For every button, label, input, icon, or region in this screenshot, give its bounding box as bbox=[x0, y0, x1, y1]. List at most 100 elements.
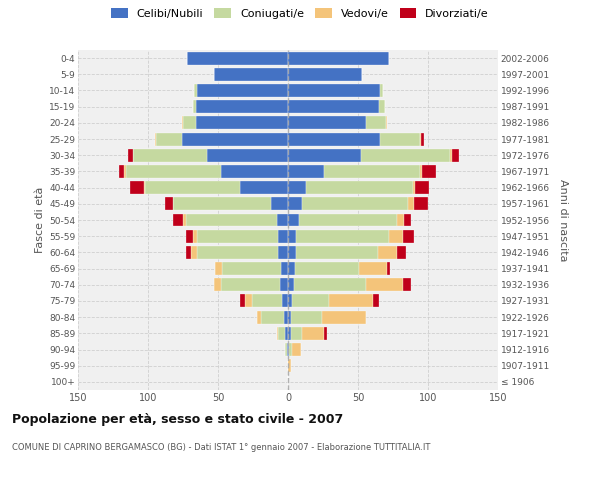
Bar bbox=[389, 230, 403, 242]
Bar bbox=[157, 132, 182, 145]
Bar bbox=[329, 294, 373, 308]
Bar bbox=[285, 327, 288, 340]
Text: COMUNE DI CAPRINO BERGAMASCO (BG) - Dati ISTAT 1° gennaio 2007 - Elaborazione TU: COMUNE DI CAPRINO BERGAMASCO (BG) - Dati… bbox=[12, 442, 430, 452]
Bar bbox=[183, 214, 186, 226]
Bar bbox=[288, 327, 291, 340]
Bar bbox=[288, 262, 295, 275]
Bar bbox=[281, 262, 288, 275]
Bar bbox=[165, 198, 173, 210]
Bar bbox=[380, 84, 383, 97]
Bar bbox=[194, 84, 197, 97]
Bar bbox=[325, 327, 327, 340]
Bar bbox=[288, 246, 296, 259]
Bar bbox=[291, 310, 322, 324]
Bar bbox=[193, 230, 197, 242]
Bar bbox=[325, 165, 419, 178]
Bar bbox=[183, 116, 196, 130]
Bar bbox=[404, 214, 411, 226]
Bar bbox=[419, 132, 421, 145]
Bar bbox=[182, 132, 288, 145]
Bar bbox=[119, 165, 124, 178]
Bar bbox=[196, 116, 288, 130]
Bar bbox=[214, 68, 288, 81]
Bar bbox=[293, 278, 367, 291]
Bar bbox=[403, 230, 414, 242]
Bar bbox=[124, 165, 125, 178]
Bar bbox=[388, 262, 390, 275]
Bar bbox=[196, 100, 288, 113]
Bar bbox=[397, 214, 404, 226]
Bar bbox=[277, 327, 278, 340]
Bar bbox=[296, 230, 389, 242]
Bar bbox=[241, 294, 245, 308]
Bar bbox=[221, 278, 280, 291]
Bar bbox=[288, 214, 299, 226]
Bar bbox=[173, 214, 183, 226]
Bar bbox=[186, 214, 277, 226]
Bar bbox=[215, 262, 222, 275]
Bar bbox=[222, 262, 281, 275]
Bar bbox=[288, 278, 293, 291]
Bar bbox=[403, 278, 411, 291]
Bar bbox=[277, 214, 288, 226]
Bar bbox=[245, 294, 251, 308]
Bar bbox=[413, 181, 415, 194]
Bar bbox=[193, 100, 196, 113]
Bar bbox=[422, 165, 436, 178]
Bar bbox=[186, 246, 191, 259]
Bar bbox=[278, 230, 288, 242]
Bar bbox=[257, 310, 262, 324]
Bar bbox=[367, 278, 403, 291]
Bar bbox=[197, 84, 288, 97]
Bar bbox=[278, 246, 288, 259]
Bar bbox=[419, 165, 422, 178]
Bar bbox=[288, 343, 289, 356]
Bar bbox=[145, 181, 241, 194]
Bar bbox=[452, 149, 459, 162]
Bar bbox=[421, 132, 424, 145]
Bar bbox=[288, 230, 296, 242]
Bar bbox=[283, 294, 288, 308]
Bar bbox=[288, 359, 291, 372]
Bar bbox=[296, 246, 377, 259]
Bar bbox=[133, 149, 207, 162]
Bar bbox=[125, 165, 221, 178]
Bar bbox=[187, 52, 288, 64]
Bar bbox=[197, 230, 278, 242]
Bar bbox=[299, 214, 397, 226]
Bar bbox=[414, 198, 428, 210]
Bar bbox=[451, 149, 452, 162]
Bar bbox=[292, 294, 329, 308]
Bar bbox=[397, 246, 406, 259]
Bar bbox=[207, 149, 288, 162]
Bar bbox=[280, 278, 288, 291]
Bar bbox=[367, 116, 386, 130]
Bar bbox=[197, 246, 278, 259]
Bar bbox=[214, 278, 221, 291]
Bar bbox=[191, 246, 197, 259]
Bar bbox=[288, 116, 367, 130]
Bar bbox=[182, 116, 183, 130]
Bar bbox=[287, 343, 288, 356]
Bar bbox=[289, 343, 292, 356]
Bar bbox=[278, 327, 285, 340]
Bar bbox=[128, 149, 133, 162]
Bar bbox=[359, 262, 388, 275]
Bar bbox=[322, 310, 367, 324]
Bar bbox=[302, 198, 409, 210]
Y-axis label: Anni di nascita: Anni di nascita bbox=[559, 179, 568, 261]
Bar bbox=[361, 149, 451, 162]
Bar bbox=[288, 294, 292, 308]
Bar bbox=[295, 262, 359, 275]
Bar bbox=[288, 310, 291, 324]
Y-axis label: Fasce di età: Fasce di età bbox=[35, 187, 45, 253]
Bar bbox=[377, 246, 397, 259]
Bar bbox=[288, 52, 389, 64]
Bar bbox=[262, 310, 284, 324]
Bar bbox=[285, 343, 287, 356]
Bar bbox=[288, 181, 306, 194]
Bar bbox=[373, 294, 379, 308]
Bar bbox=[288, 68, 362, 81]
Bar bbox=[288, 100, 379, 113]
Bar bbox=[251, 294, 283, 308]
